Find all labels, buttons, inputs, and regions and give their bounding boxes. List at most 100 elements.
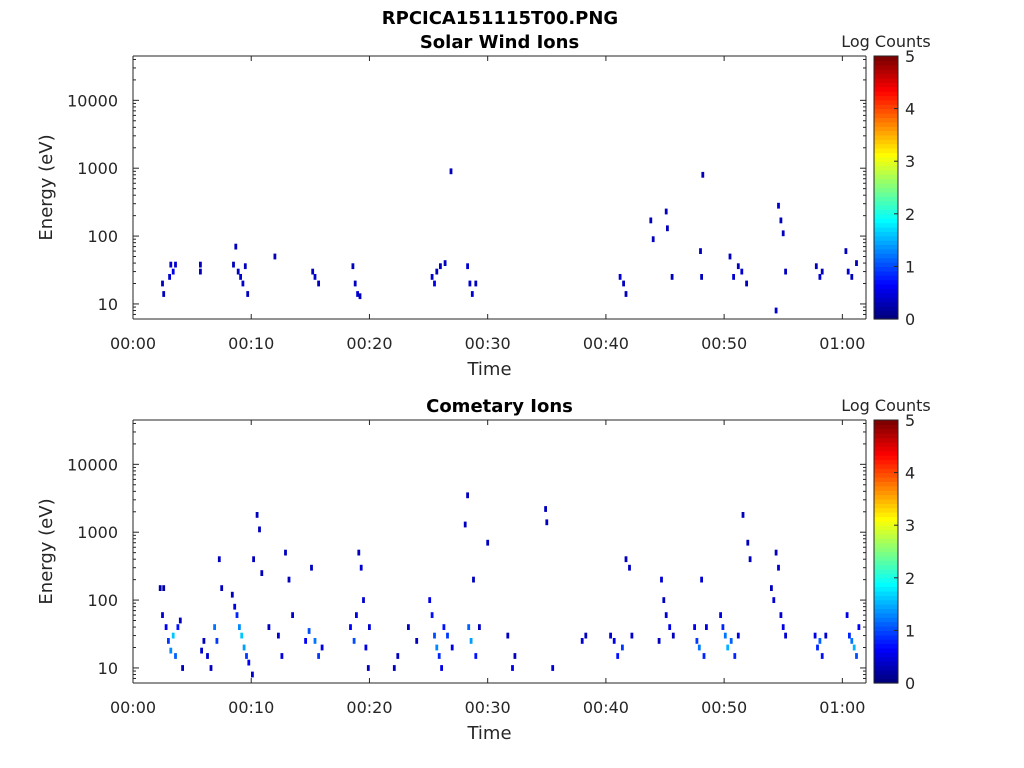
colorbar-segment (874, 134, 898, 140)
figure-title: RPCICA151115T00.PNG (382, 8, 618, 29)
colorbar-segment (874, 573, 898, 579)
data-cell (736, 632, 740, 639)
data-cell (199, 261, 202, 268)
data-cell (430, 612, 434, 618)
colorbar-segment (874, 231, 898, 237)
colorbar-segment (874, 481, 898, 487)
colorbar-segment (874, 424, 898, 430)
data-cell (304, 638, 307, 644)
data-cell (824, 632, 828, 639)
data-cell (353, 280, 357, 287)
data-cell (695, 638, 699, 644)
data-cell (850, 274, 854, 280)
data-cell (777, 564, 780, 571)
data-cell (202, 638, 206, 644)
colorbar-segment (874, 503, 898, 509)
data-cell (437, 653, 441, 659)
data-cell (247, 659, 251, 666)
data-cell (235, 612, 239, 618)
colorbar-tick-label: 3 (905, 152, 915, 171)
colorbar-segment (874, 586, 898, 592)
colorbar-segment (874, 301, 898, 307)
data-cell (472, 576, 475, 583)
data-cell (662, 597, 666, 603)
colorbar-segment (874, 152, 898, 158)
colorbar-segment (874, 213, 898, 219)
data-cell (428, 597, 432, 603)
x-tick-label: 00:40 (583, 334, 629, 353)
y-tick-label: 1000 (77, 159, 118, 178)
colorbar-segment (874, 99, 898, 105)
colorbar-segment (874, 542, 898, 548)
colorbar-segment (874, 485, 898, 491)
colorbar-segment (874, 174, 898, 180)
colorbar-segment (874, 498, 898, 504)
colorbar-segment (874, 463, 898, 469)
data-cell (726, 644, 730, 651)
y-tick-label: 100 (87, 227, 118, 246)
x-tick-label: 01:00 (819, 698, 865, 717)
colorbar-segment (874, 634, 898, 640)
colorbar-segment (874, 183, 898, 189)
data-cell (450, 644, 454, 651)
colorbar-segment (874, 476, 898, 482)
x-axis-label: Time (466, 723, 511, 744)
colorbar-segment (874, 520, 898, 526)
data-cell (213, 624, 216, 630)
colorbar-frame (873, 55, 899, 320)
x-tick-label: 00:30 (465, 334, 511, 353)
colorbar-segment (874, 612, 898, 618)
data-cell (407, 624, 410, 630)
data-cell (668, 624, 672, 630)
colorbar-segment (874, 148, 898, 154)
data-cell (162, 291, 166, 297)
colorbar-segment (874, 297, 898, 303)
colorbar-segment (874, 275, 898, 281)
data-cell (243, 263, 247, 270)
colorbar-segment (874, 437, 898, 443)
colorbar-segment (874, 617, 898, 623)
data-cell (440, 665, 443, 671)
colorbar-segment (874, 525, 898, 531)
data-cell (242, 644, 246, 651)
data-cell (287, 576, 291, 583)
data-cell (362, 597, 365, 603)
colorbar-segment (874, 235, 898, 241)
data-cell (609, 632, 612, 639)
colorbar-segment (874, 218, 898, 224)
data-cell (486, 539, 490, 546)
data-cell (317, 280, 320, 287)
data-cell (209, 665, 213, 671)
data-cell (621, 644, 624, 651)
data-cell (469, 638, 473, 644)
colorbar-segment (874, 196, 898, 202)
x-tick-label: 00:50 (701, 698, 747, 717)
data-cell (168, 274, 171, 280)
colorbar-segment (874, 305, 898, 311)
data-cell (736, 263, 740, 270)
y-axis-label: Energy (eV) (36, 134, 57, 240)
colorbar-segment (874, 582, 898, 588)
data-cell (169, 647, 173, 654)
data-cell (233, 603, 237, 610)
data-cell (774, 549, 778, 556)
data-cell (255, 512, 259, 518)
colorbar-segment (874, 420, 898, 425)
colorbar-segment (874, 428, 898, 434)
colorbar-segment (874, 279, 898, 285)
colorbar-segment (874, 139, 898, 145)
data-cell (158, 585, 162, 591)
data-cell (781, 230, 785, 237)
data-cell (741, 512, 745, 518)
colorbar-segment (874, 283, 898, 289)
colorbar-segment (874, 446, 898, 452)
colorbar-segment (874, 82, 898, 88)
colorbar-tick-label: 1 (905, 257, 915, 276)
data-cell (745, 280, 748, 287)
data-cell (430, 274, 434, 280)
colorbar-segment (874, 205, 898, 211)
colorbar-segment (874, 468, 898, 474)
colorbar-segment (874, 630, 898, 636)
data-cell (850, 638, 854, 644)
colorbar-tick-label: 3 (905, 516, 915, 535)
